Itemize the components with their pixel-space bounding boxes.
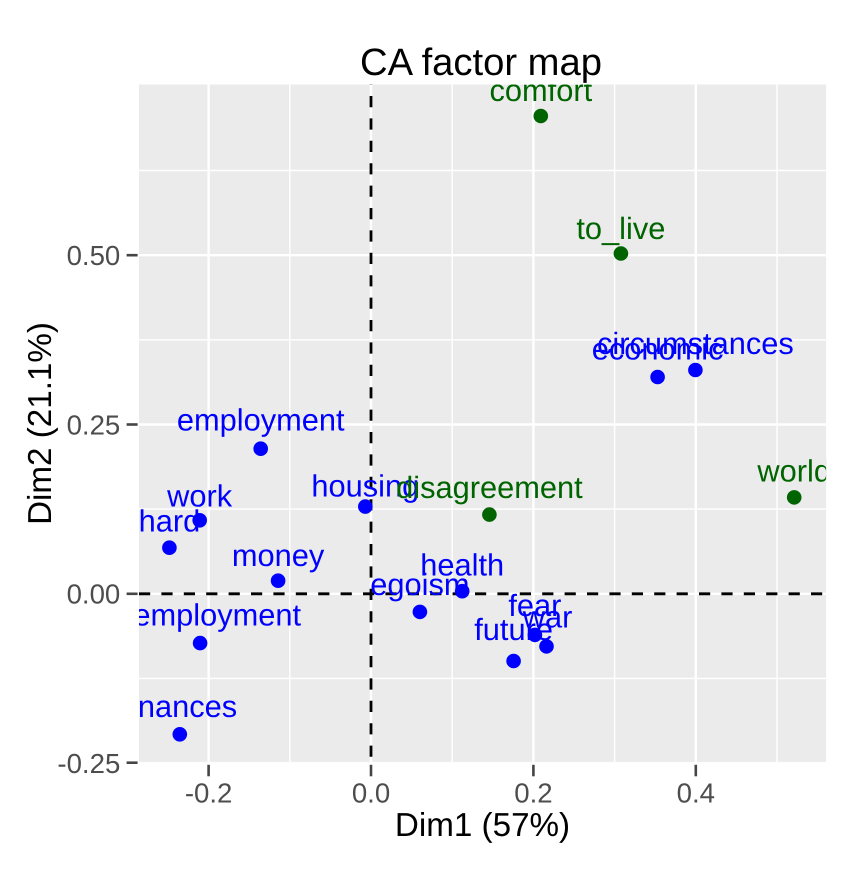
- svg-text:0.0: 0.0: [352, 778, 390, 809]
- svg-text:disagreement: disagreement: [396, 470, 583, 505]
- svg-text:to_live: to_live: [576, 211, 665, 246]
- svg-text:-0.25: -0.25: [57, 748, 120, 779]
- svg-text:fear: fear: [508, 588, 561, 623]
- svg-text:0.00: 0.00: [67, 579, 121, 610]
- svg-text:world: world: [756, 454, 831, 489]
- svg-text:housing: housing: [311, 468, 419, 503]
- svg-text:unemployment: unemployment: [99, 598, 301, 633]
- svg-text:finances: finances: [122, 689, 237, 724]
- svg-text:employment: employment: [177, 403, 345, 438]
- svg-text:economic: economic: [592, 332, 724, 367]
- svg-text:war: war: [522, 599, 573, 634]
- svg-text:0.50: 0.50: [67, 240, 121, 271]
- svg-text:0.4: 0.4: [677, 778, 715, 809]
- svg-text:health: health: [420, 548, 504, 583]
- svg-text:CA factor map: CA factor map: [360, 41, 602, 84]
- svg-text:egoism: egoism: [370, 567, 469, 602]
- svg-text:circumstances: circumstances: [597, 326, 794, 361]
- svg-text:0.25: 0.25: [67, 409, 121, 440]
- svg-text:comfort: comfort: [489, 73, 592, 108]
- svg-text:money: money: [232, 538, 325, 573]
- svg-text:work: work: [166, 478, 233, 513]
- svg-text:Dim2 (21.1%): Dim2 (21.1%): [22, 322, 59, 525]
- svg-text:-0.2: -0.2: [185, 778, 233, 809]
- svg-text:0.2: 0.2: [514, 778, 552, 809]
- svg-text:future: future: [474, 612, 553, 647]
- svg-text:hard: hard: [139, 504, 201, 539]
- svg-text:Dim1 (57%): Dim1 (57%): [395, 807, 570, 844]
